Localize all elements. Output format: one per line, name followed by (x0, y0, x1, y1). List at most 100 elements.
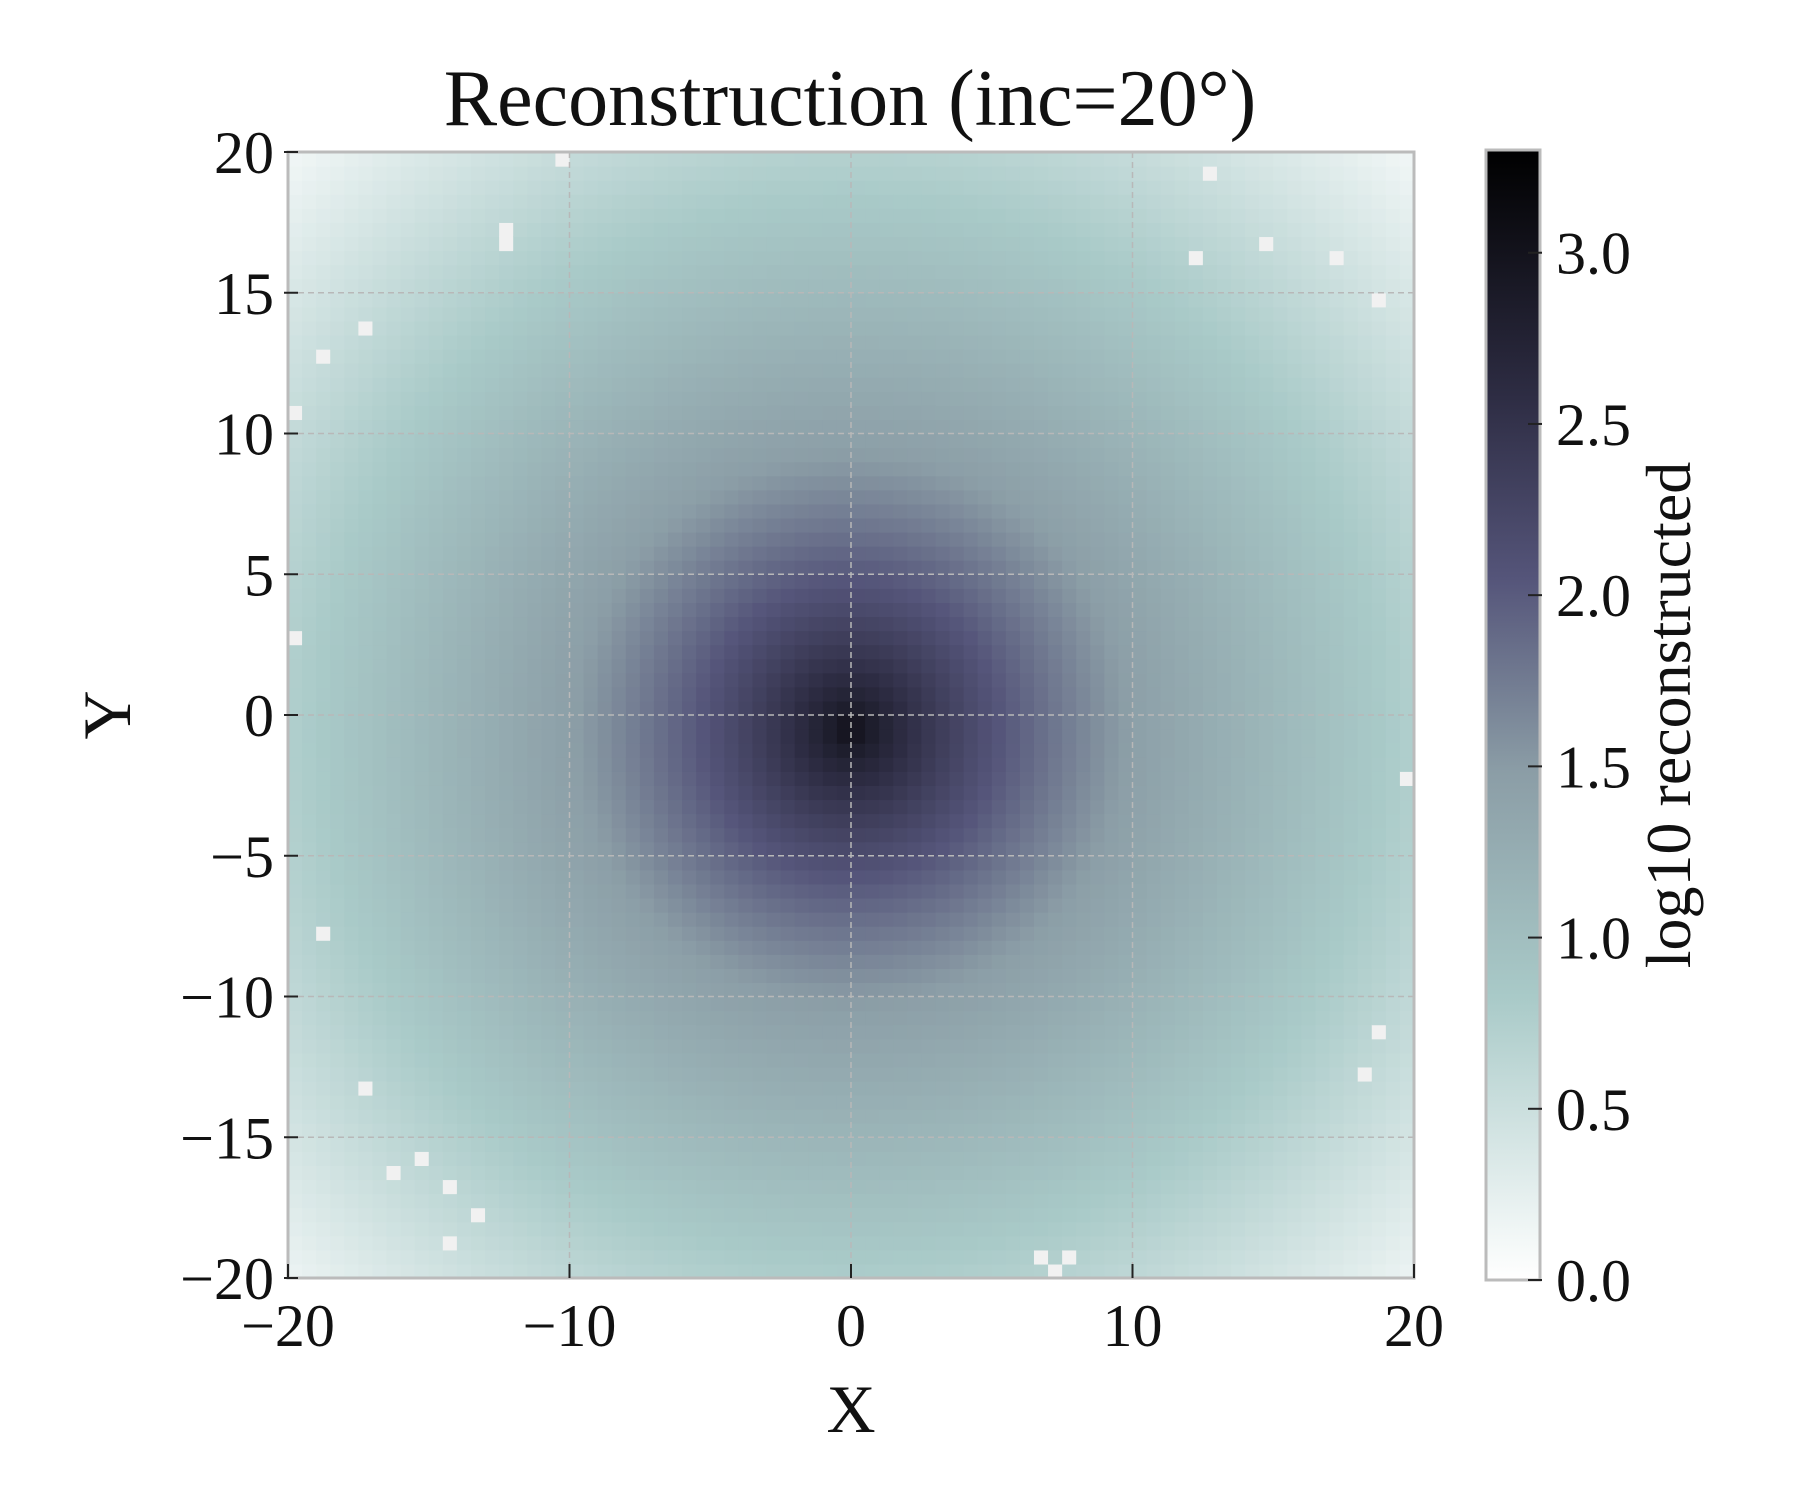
heatmap-cell (991, 968, 1007, 984)
heatmap-cell (1104, 489, 1120, 505)
heatmap-cell (822, 306, 838, 322)
heatmap-cell (541, 897, 557, 913)
heatmap-cell (555, 194, 571, 209)
heatmap-cell (822, 743, 838, 758)
heatmap-cell (1048, 1235, 1063, 1251)
heatmap-cell (456, 954, 472, 969)
heatmap-cell (668, 743, 683, 758)
heatmap-cell (822, 517, 838, 533)
heatmap-cell (696, 433, 711, 449)
heatmap-cell (668, 855, 683, 871)
heatmap-cell (1146, 405, 1162, 421)
heatmap-cell (1076, 264, 1091, 280)
heatmap-cell (794, 785, 810, 801)
heatmap-cell (583, 194, 599, 209)
heatmap-cell (766, 672, 782, 688)
heatmap-cell (1048, 1221, 1063, 1237)
heatmap-cell (583, 391, 599, 406)
heatmap-cell (400, 1235, 416, 1251)
heatmap-cell (780, 1066, 796, 1082)
heatmap-cell (921, 855, 937, 871)
heatmap-cell (330, 391, 345, 406)
heatmap-cell (977, 883, 993, 899)
heatmap-cell (288, 658, 303, 674)
heatmap-cell (1019, 799, 1035, 815)
heatmap-cell (991, 912, 1007, 927)
heatmap-cell (836, 1123, 852, 1138)
heatmap-cell (625, 447, 641, 463)
heatmap-cell (907, 771, 922, 786)
heatmap-cell (808, 968, 824, 984)
heatmap-cell (625, 180, 641, 195)
heatmap-cell (752, 897, 768, 913)
heatmap-cell (555, 686, 571, 702)
heatmap-cell (527, 236, 542, 252)
heatmap-cell (738, 855, 754, 871)
heatmap-cell (302, 841, 317, 857)
heatmap-cell (372, 968, 388, 984)
heatmap-cell (710, 489, 725, 505)
heatmap-cell (513, 996, 528, 1012)
heatmap-cell (1019, 1137, 1035, 1152)
heatmap-cell (541, 743, 557, 758)
heatmap-cell (766, 729, 782, 744)
heatmap-cell (470, 1109, 486, 1124)
heatmap-cell (639, 996, 655, 1012)
heatmap-cell (963, 1137, 979, 1152)
heatmap-cell (977, 715, 993, 730)
heatmap-cell (330, 461, 345, 477)
heatmap-cell (625, 715, 641, 730)
heatmap-cell (738, 194, 754, 209)
heatmap-cell (921, 686, 937, 702)
heatmap-cell (302, 799, 317, 815)
heatmap-cell (710, 517, 725, 533)
heatmap-cell (949, 940, 965, 955)
heatmap-cell (513, 405, 528, 421)
heatmap-cell (822, 1263, 838, 1279)
heatmap-cell (288, 715, 303, 730)
heatmap-cell (710, 883, 725, 899)
heatmap-cell (1104, 517, 1120, 533)
heatmap-cell (358, 954, 374, 969)
heatmap-cell (1090, 152, 1105, 167)
heatmap-cell (780, 546, 796, 561)
heatmap-cell (668, 1109, 683, 1124)
heatmap-cell (400, 602, 416, 618)
heatmap-cell (639, 433, 655, 449)
heatmap-cell (780, 799, 796, 815)
heatmap-cell (794, 1109, 810, 1124)
heatmap-cell (1090, 982, 1105, 998)
heatmap-cell (541, 1221, 557, 1237)
heatmap-cell (710, 1207, 725, 1223)
heatmap-cell (569, 869, 585, 885)
heatmap-cell (1104, 1207, 1120, 1223)
heatmap-cell (949, 1080, 965, 1096)
heatmap-cell (738, 1066, 754, 1082)
heatmap-cell (921, 644, 937, 660)
heatmap-cell (808, 250, 824, 266)
heatmap-cell (330, 743, 345, 758)
heatmap-cell (851, 841, 866, 857)
heatmap-cell (597, 1010, 613, 1026)
heatmap-cell (752, 630, 768, 646)
heatmap-cell (330, 560, 345, 575)
heatmap-cell (1062, 785, 1077, 801)
heatmap-cell (794, 1207, 810, 1223)
heatmap-cell (977, 1109, 993, 1124)
heatmap-cell (1104, 391, 1120, 406)
heatmap-cell (358, 644, 374, 660)
heatmap-cell (470, 461, 486, 477)
heatmap-cell (1033, 827, 1049, 843)
heatmap-cell (991, 461, 1007, 477)
heatmap-cell (1005, 968, 1021, 984)
heatmap-cell (583, 1095, 599, 1110)
heatmap-cell (865, 152, 880, 167)
heatmap-cell (879, 700, 894, 716)
heatmap-cell (442, 250, 458, 266)
heatmap-cell (949, 1193, 965, 1209)
heatmap-cell (710, 1052, 725, 1068)
heatmap-cell (963, 1165, 979, 1181)
heatmap-cell (597, 827, 613, 843)
heatmap-cell (1019, 700, 1035, 716)
heatmap-cell (766, 349, 782, 364)
